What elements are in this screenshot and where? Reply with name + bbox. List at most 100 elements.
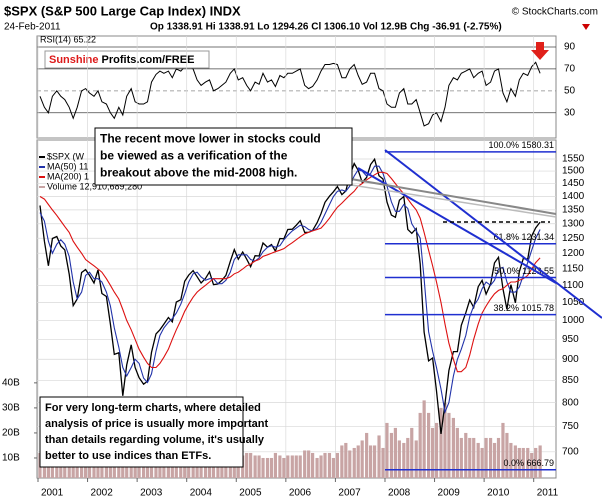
y-tick-label: 1400	[562, 191, 585, 202]
volume-bar	[434, 422, 439, 478]
logo-box	[44, 50, 210, 69]
legend-entry: MA(50) 11	[47, 161, 88, 171]
volume-bar	[418, 412, 422, 478]
trend-line	[344, 177, 557, 215]
volume-bar	[530, 452, 534, 478]
volume-bar	[385, 422, 389, 478]
volume-bar	[402, 442, 406, 478]
volume-bar	[257, 455, 261, 478]
volume-bar	[344, 442, 348, 478]
volume-bar	[443, 402, 447, 478]
volume-bar	[501, 422, 505, 478]
volume-bar	[286, 455, 290, 478]
volume-bar	[369, 445, 373, 478]
arrow-icon	[531, 42, 549, 60]
volume-bar	[538, 445, 542, 478]
y-tick-label: 1300	[562, 218, 585, 229]
y-tick-label: 750	[562, 421, 579, 432]
volume-bar	[265, 457, 270, 478]
volume-bar	[476, 442, 480, 478]
volume-bar	[492, 442, 497, 478]
volume-bar	[534, 447, 538, 478]
logo-part: Profits.com/FREE	[102, 54, 195, 66]
annotation-text: The recent move lower in stocks could	[100, 132, 321, 146]
trend-lines	[344, 42, 602, 319]
annotation-text: breakout above the mid-2008 high.	[100, 166, 297, 180]
volume-bar	[278, 455, 282, 478]
annotation-text: analysis of price is usually more import…	[45, 418, 268, 430]
annotation-box	[94, 127, 353, 186]
volume-bar	[323, 452, 327, 478]
y-tick-label: 800	[562, 397, 579, 408]
rsi-label: RSI(14) 65.22	[40, 34, 96, 44]
volume-bar	[352, 447, 356, 478]
volume-bar	[294, 455, 298, 478]
volume-bar	[464, 432, 468, 478]
volume-bar	[505, 432, 509, 478]
volume-bar	[290, 455, 294, 478]
volume-bar	[393, 427, 397, 478]
volume-bar	[211, 457, 216, 478]
x-tick-label: 2002	[91, 488, 114, 499]
volume-bar	[459, 437, 463, 478]
volume-bar	[298, 455, 302, 478]
y-tick-label: 70	[564, 64, 576, 75]
x-tick-label: 2006	[289, 488, 312, 499]
y-tick-label: 1350	[562, 205, 585, 216]
y-tick-label: 1450	[562, 178, 585, 189]
volume-bar	[307, 450, 311, 478]
x-tick-label: 2007	[338, 488, 361, 499]
volume-bar	[496, 437, 501, 478]
legend-entry: $SPX (W	[47, 151, 85, 161]
volume-bar	[447, 412, 451, 478]
volume-bar	[513, 445, 517, 478]
volume-bar	[183, 457, 187, 478]
volume-bar	[220, 457, 224, 478]
y2-tick-label: 30B	[2, 403, 20, 414]
fib-label: 0.0% 666.79	[503, 458, 554, 468]
y-tick-label: 1500	[562, 166, 585, 177]
price-line	[39, 157, 541, 434]
volume-bar	[315, 457, 319, 478]
fib-label: 61.8% 1231.34	[493, 232, 554, 242]
volume-bar	[356, 445, 360, 478]
volume-bar	[480, 447, 484, 478]
volume-bar	[166, 457, 170, 478]
x-tick-label: 2005	[239, 488, 262, 499]
annotations: The recent move lower in stocks could be …	[39, 127, 353, 468]
volume-bar	[311, 452, 315, 478]
credit: © StockCharts.com	[512, 7, 598, 18]
chart-title: $SPX (S&P 500 Large Cap Index) INDX	[4, 3, 241, 18]
volume-bar	[319, 455, 323, 478]
legend-entry: Volume 12,910,689,280	[47, 181, 142, 191]
moving-average	[39, 165, 541, 414]
x-tick-label: 2009	[438, 488, 461, 499]
volume-bar	[327, 452, 332, 478]
volume-bar	[455, 427, 459, 478]
y-tick-label: 1000	[562, 315, 585, 326]
volume-bar	[377, 435, 381, 478]
volume-bar	[249, 452, 253, 478]
date: 24-Feb-2011	[4, 22, 61, 33]
fib-label: 100.0% 1580.31	[488, 140, 554, 150]
y-tick-label: 1200	[562, 248, 585, 259]
volume-bar	[472, 437, 476, 478]
x-tick-label: 2010	[487, 488, 510, 499]
y-tick-label: 1100	[562, 280, 584, 291]
volume-bar	[430, 427, 435, 478]
y-tick-label: 50	[564, 85, 576, 96]
quote: Op 1338.91 Hi 1338.91 Lo 1294.26 Cl 1306…	[150, 22, 502, 33]
y-tick-label: 700	[562, 446, 579, 457]
y-tick-label: 1050	[562, 297, 585, 308]
y-tick-label: 30	[564, 107, 576, 118]
volume-bar	[335, 452, 339, 478]
volume-bar	[269, 457, 274, 478]
y2-tick-label: 10B	[2, 453, 20, 464]
fib-label: 38.2% 1015.78	[493, 303, 554, 313]
volume-bar	[410, 427, 414, 478]
volume-bar	[427, 412, 431, 478]
y-tick-label: 90	[564, 42, 576, 53]
volume-bar	[521, 447, 525, 478]
volume-bar	[348, 450, 352, 478]
rsi-line	[39, 61, 541, 127]
